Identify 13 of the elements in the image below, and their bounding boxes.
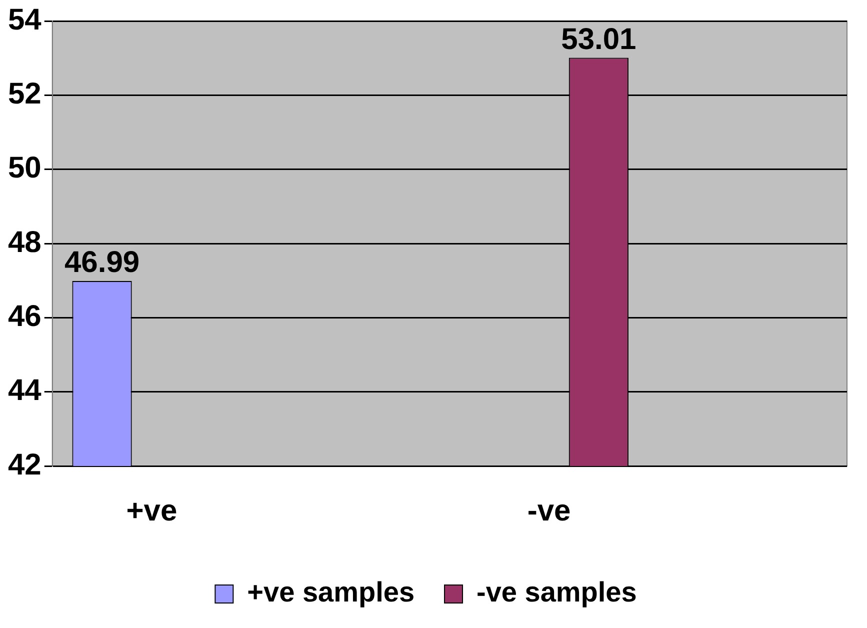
y-tick-label: 48 [8, 226, 42, 259]
data-label: 53.01 [561, 22, 636, 56]
y-tick-label: 54 [8, 3, 42, 36]
legend-label: +ve samples [247, 576, 415, 608]
x-tick-label: +ve [126, 494, 178, 528]
data-label: 46.99 [64, 246, 140, 280]
x-tick-label: -ve [527, 494, 571, 528]
y-tick-label: 52 [8, 77, 42, 110]
y-tick-label: 50 [8, 152, 42, 185]
y-tick-label: 44 [8, 374, 42, 408]
y-tick-label: 46 [8, 300, 42, 333]
legend-label: -ve samples [476, 576, 637, 608]
y-tick-label: 42 [8, 448, 42, 482]
